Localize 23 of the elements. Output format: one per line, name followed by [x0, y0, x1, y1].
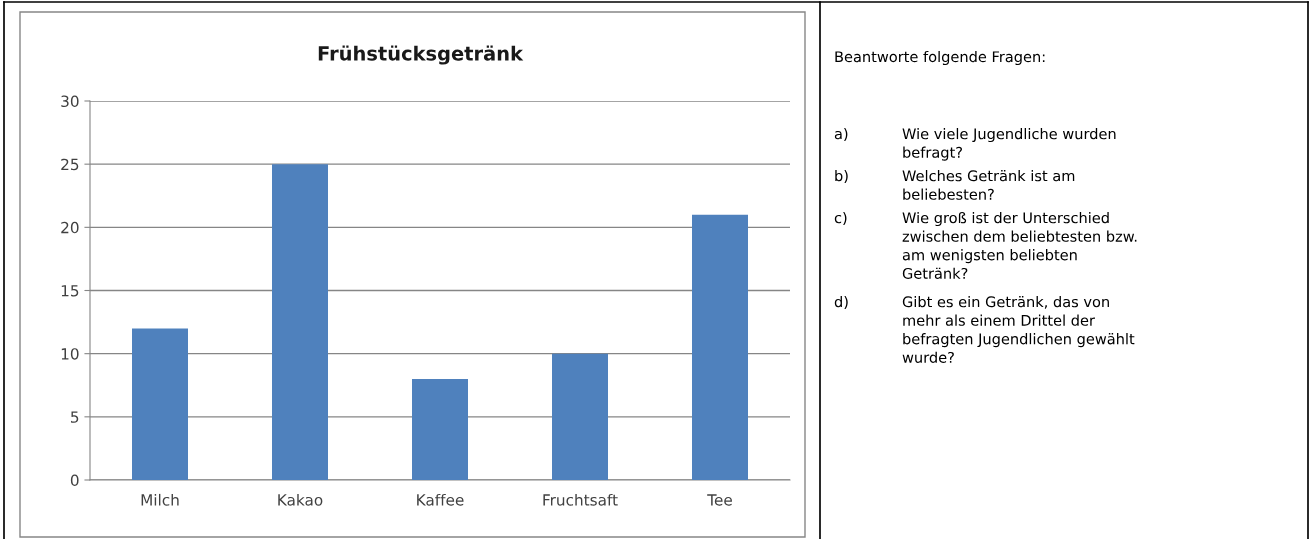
- x-tick-label: Milch: [141, 493, 179, 506]
- bar: [132, 328, 188, 480]
- x-tick-label: Kakao: [278, 493, 323, 506]
- y-tick-label: 30: [61, 95, 79, 108]
- y-tick-label: 25: [61, 158, 79, 171]
- x-tick-label: Tee: [707, 494, 732, 506]
- text: c) Wie groß ist der Unterschied zwischen dem beliebtesten bzw. am wenigsten beliebten Getränk?: [834, 212, 1137, 279]
- bar: [552, 353, 608, 480]
- chart-title: Frühstücksgetränk: [318, 45, 524, 65]
- x-tick-label: Kaffee: [417, 493, 464, 506]
- y-tick-label: 10: [61, 348, 79, 360]
- y-tick-label: 15: [61, 285, 79, 297]
- bar: [272, 164, 328, 480]
- bar: [692, 214, 748, 480]
- x-tick-label: Fruchtsaft: [543, 493, 618, 506]
- y-tick-label: 5: [71, 411, 79, 423]
- bar: [412, 378, 468, 480]
- y-tick-label: 0: [70, 474, 79, 487]
- text: d) Gibt es ein Getränk, das von mehr als einem Drittel der befragten Jugendlichen gewählt wurde?: [834, 296, 1135, 363]
- text: a) Wie viele Jugendliche wurden befragt?: [834, 128, 1116, 161]
- text: b) Welches Getränk ist am beliebesten?: [835, 170, 1075, 200]
- y-tick-label: 20: [61, 221, 79, 234]
- text: Beantworte folgende Fragen:: [835, 50, 1045, 66]
